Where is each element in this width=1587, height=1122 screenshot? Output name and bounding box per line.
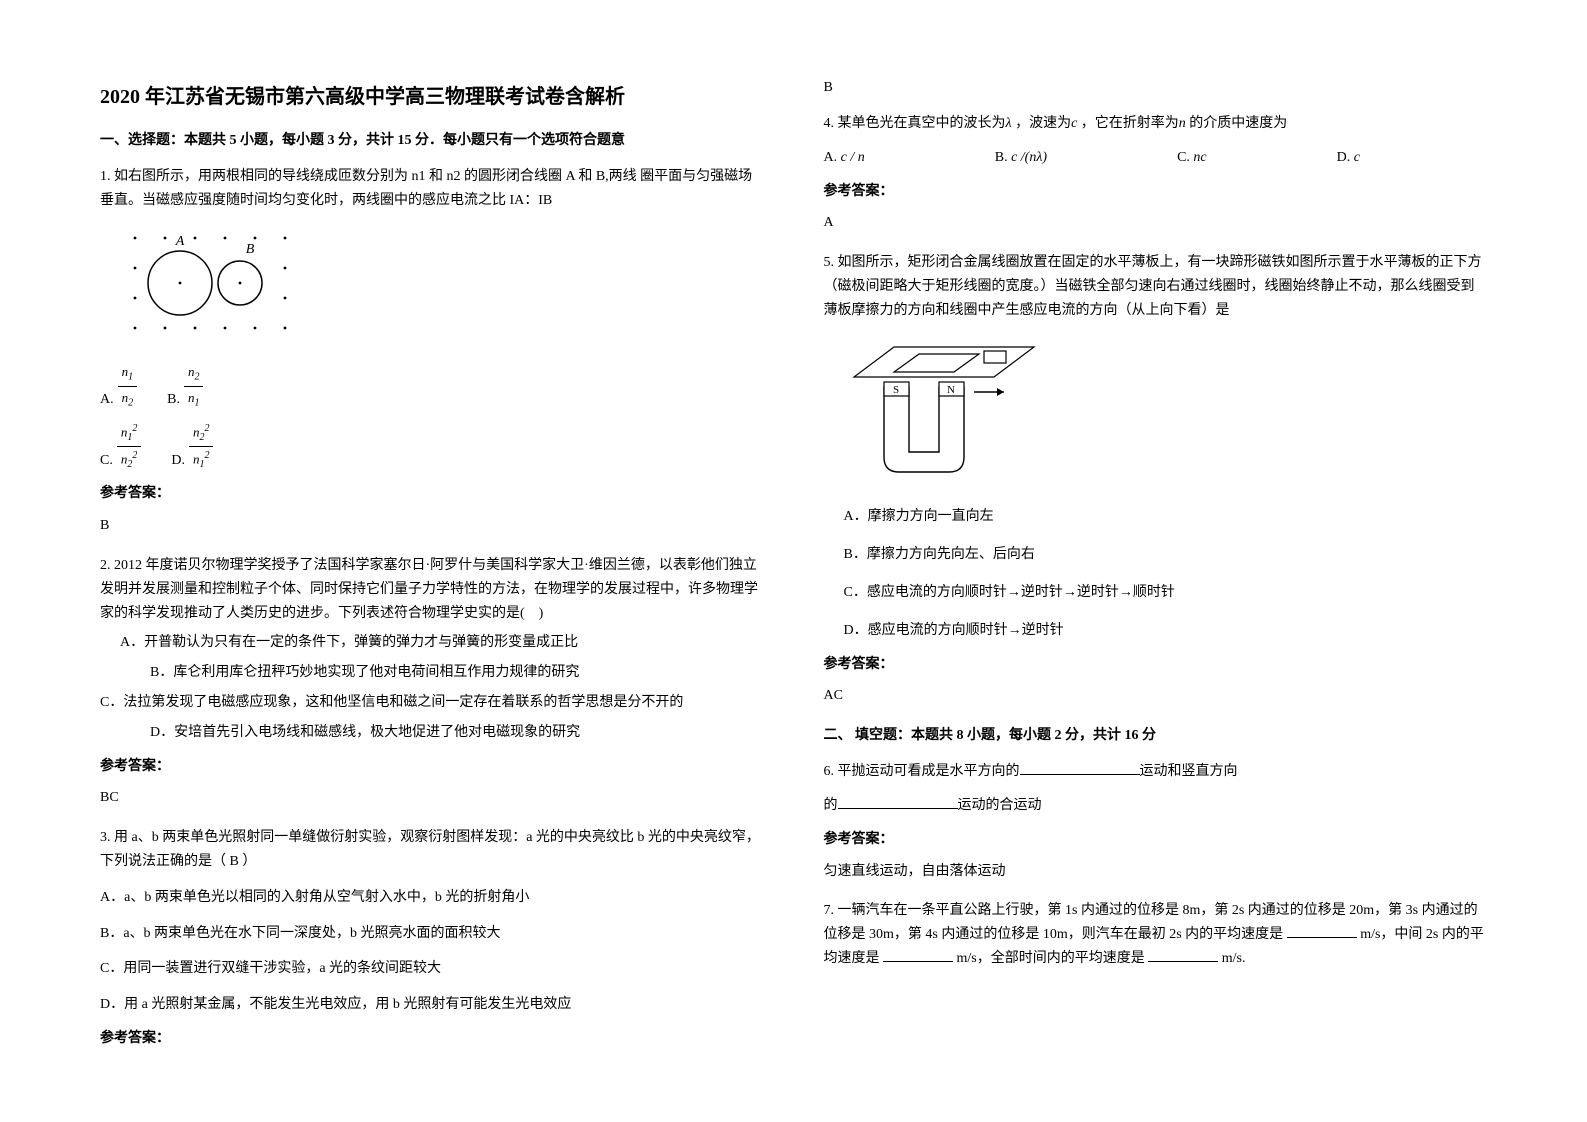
q1-optB: B. n2n1 (167, 361, 203, 411)
q4-answer: A (824, 211, 1488, 235)
q2-answer-label: 参考答案： (100, 755, 764, 779)
q3-text: 3. 用 a、b 两束单色光照射同一单缝做衍射实验，观察衍射图样发现：a 光的中… (100, 826, 764, 874)
q3-optC: C．用同一装置进行双缝干涉实验，a 光的条纹间距较大 (100, 957, 764, 981)
q1-optD: D. n22n12 (171, 420, 213, 473)
q7-blank2 (883, 948, 953, 962)
q5-answer: AC (824, 684, 1488, 708)
q2-optC: C．法拉第发现了电磁感应现象，这和他坚信电和磁之间一定存在着联系的哲学思想是分不… (100, 691, 764, 715)
q1-optA: A. n1n2 (100, 361, 137, 411)
q4-optB: B. c /(nλ) (995, 146, 1047, 170)
q6-answer-label: 参考答案： (824, 828, 1488, 852)
pole-S: S (892, 384, 898, 396)
q3-answer: B (824, 80, 1488, 96)
q3-optA: A．a、b 两束单色光以相同的入射角从空气射入水中，b 光的折射角小 (100, 886, 764, 910)
left-column: 2020 年江苏省无锡市第六高级中学高三物理联考试卷含解析 一、选择题：本题共 … (100, 80, 764, 1065)
question-5: 5. 如图所示，矩形闭合金属线圈放置在固定的水平薄板上，有一块蹄形磁铁如图所示置… (824, 251, 1488, 708)
q2-text: 2. 2012 年度诺贝尔物理学奖授予了法国科学家塞尔日·阿罗什与美国科学家大卫… (100, 554, 764, 625)
q1-text: 1. 如右图所示，用两根相同的导线绕成匝数分别为 n1 和 n2 的圆形闭合线圈… (100, 165, 764, 213)
q4-answer-label: 参考答案： (824, 180, 1488, 204)
q4-optD: D. c (1337, 146, 1360, 170)
q4-optC: C. nc (1177, 146, 1207, 170)
q5-optA: A．摩擦力方向一直向左 (824, 505, 1488, 529)
q2-optB: B．库仑利用库仑扭秤巧妙地实现了他对电荷间相互作用力规律的研究 (100, 661, 764, 685)
pole-N: N (947, 384, 955, 396)
right-column: B 4. 某单色光在真空中的波长为λ ，波速为c ，它在折射率为n 的介质中速度… (824, 80, 1488, 1065)
q4-optA: A. c / n (824, 146, 865, 170)
q5-optD: D．感应电流的方向顺时针→逆时针 (824, 619, 1488, 643)
coilB-label: B (246, 242, 255, 257)
question-2: 2. 2012 年度诺贝尔物理学奖授予了法国科学家塞尔日·阿罗什与美国科学家大卫… (100, 554, 764, 810)
q7-blank1 (1287, 924, 1357, 938)
q5-answer-label: 参考答案： (824, 653, 1488, 677)
doc-title: 2020 年江苏省无锡市第六高级中学高三物理联考试卷含解析 (100, 80, 764, 109)
q1-answer-label: 参考答案： (100, 482, 764, 506)
question-3: 3. 用 a、b 两束单色光照射同一单缝做衍射实验，观察衍射图样发现：a 光的中… (100, 826, 764, 1051)
q4-options: A. c / n B. c /(nλ) C. nc D. c (824, 146, 1488, 170)
q2-optD: D．安培首先引入电场线和磁感线，极大地促进了他对电磁现象的研究 (100, 721, 764, 745)
q6-line2: 的运动的合运动 (824, 794, 1488, 818)
q4-text: 4. 某单色光在真空中的波长为λ ，波速为c ，它在折射率为n 的介质中速度为 (824, 112, 1488, 136)
q3-answer-label: 参考答案： (100, 1027, 764, 1051)
coilA-label: A (175, 234, 185, 249)
q6-blank2 (838, 795, 958, 809)
question-1: 1. 如右图所示，用两根相同的导线绕成匝数分别为 n1 和 n2 的圆形闭合线圈… (100, 165, 764, 538)
q5-optB: B．摩擦力方向先向左、后向右 (824, 543, 1488, 567)
magnet-figure: S N (844, 337, 1488, 486)
q2-answer: BC (100, 786, 764, 810)
coil-figure: A B (120, 223, 764, 352)
q1-options-row1: A. n1n2 B. n2n1 (100, 361, 764, 411)
q7-blank3 (1148, 948, 1218, 962)
section1-heading: 一、选择题：本题共 5 小题，每小题 3 分，共计 15 分．每小题只有一个选项… (100, 129, 764, 149)
q1-optC: C. n12n22 (100, 420, 141, 473)
q2-optA: A．开普勒认为只有在一定的条件下，弹簧的弹力才与弹簧的形变量成正比 (100, 631, 764, 655)
q6-answer: 匀速直线运动，自由落体运动 (824, 860, 1488, 884)
question-6: 6. 平抛运动可看成是水平方向的运动和竖直方向 的运动的合运动 参考答案： 匀速… (824, 760, 1488, 883)
q1-answer: B (100, 514, 764, 538)
q5-optC: C．感应电流的方向顺时针→逆时针→逆时针→顺时针 (824, 581, 1488, 605)
q6-blank1 (1020, 761, 1140, 775)
question-7: 7. 一辆汽车在一条平直公路上行驶，第 1s 内通过的位移是 8m，第 2s 内… (824, 899, 1488, 970)
section2-heading: 二、 填空题：本题共 8 小题，每小题 2 分，共计 16 分 (824, 724, 1488, 744)
q3-optD: D．用 a 光照射某金属，不能发生光电效应，用 b 光照射有可能发生光电效应 (100, 993, 764, 1017)
q1-options-row2: C. n12n22 D. n22n12 (100, 420, 764, 473)
q3-optB: B．a、b 两束单色光在水下同一深度处，b 光照亮水面的面积较大 (100, 922, 764, 946)
q6-line1: 6. 平抛运动可看成是水平方向的运动和竖直方向 (824, 760, 1488, 784)
question-4: 4. 某单色光在真空中的波长为λ ，波速为c ，它在折射率为n 的介质中速度为 … (824, 112, 1488, 235)
q5-text: 5. 如图所示，矩形闭合金属线圈放置在固定的水平薄板上，有一块蹄形磁铁如图所示置… (824, 251, 1488, 322)
